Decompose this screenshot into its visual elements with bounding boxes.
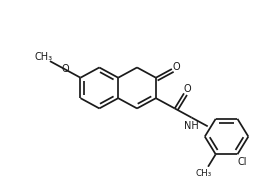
Text: CH₃: CH₃ bbox=[196, 169, 212, 178]
Text: O: O bbox=[61, 64, 69, 74]
Text: CH₃: CH₃ bbox=[34, 52, 52, 62]
Text: Cl: Cl bbox=[238, 157, 247, 167]
Text: O: O bbox=[172, 62, 180, 72]
Text: O: O bbox=[183, 83, 191, 93]
Text: NH: NH bbox=[184, 121, 199, 131]
